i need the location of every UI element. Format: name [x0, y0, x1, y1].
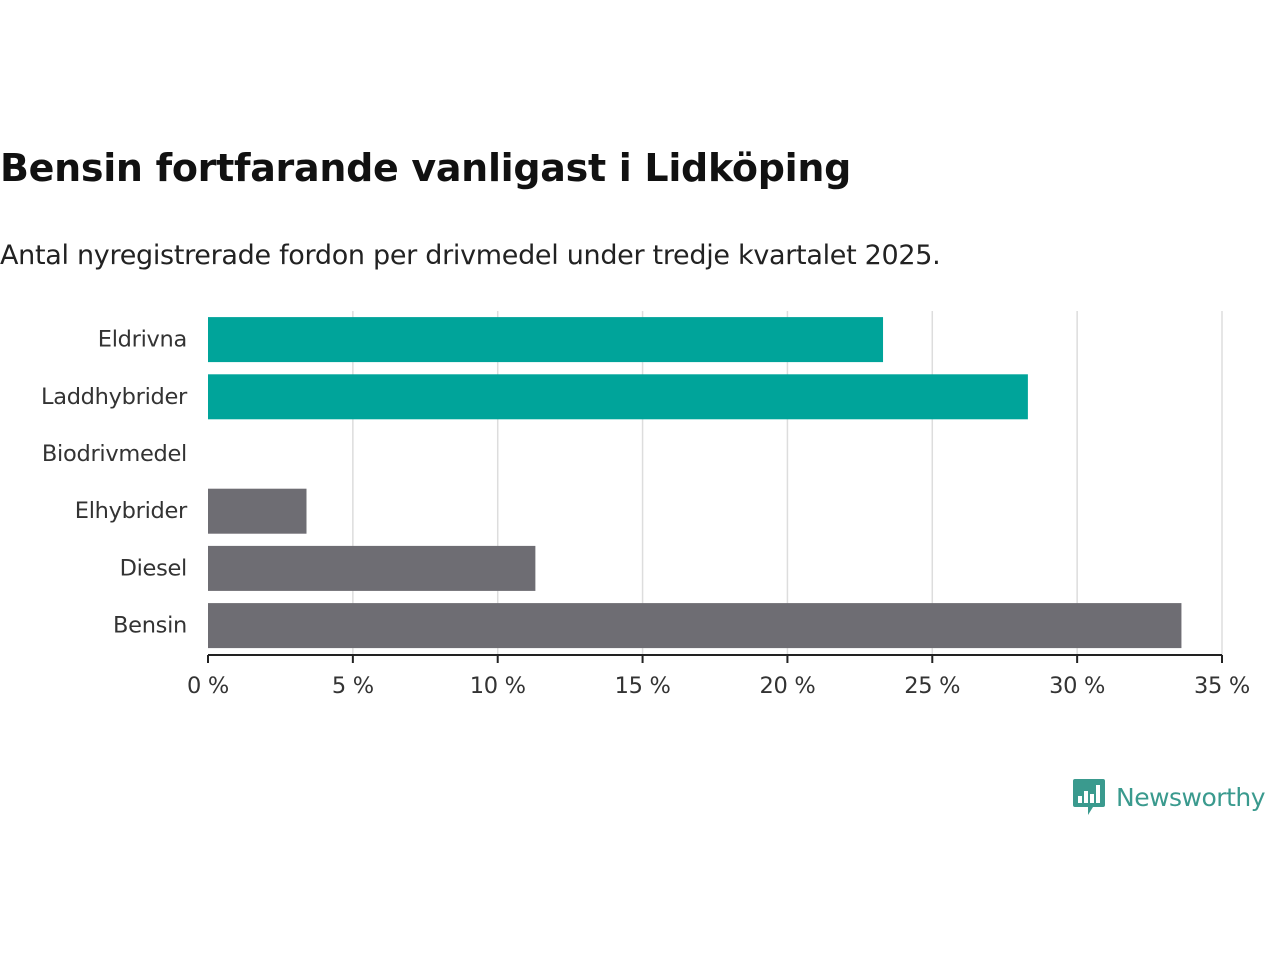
brand-name: Newsworthy [1116, 782, 1266, 812]
bar-bensin [208, 603, 1182, 649]
x-axis: 0 % 5 % 10 % 15 % 20 % 25 % 30 % 35 % [187, 654, 1250, 699]
newsworthy-logo: Newsworthy [1072, 776, 1266, 818]
x-tick-label-2: 10 % [470, 673, 526, 699]
category-label-elhybrider: Elhybrider [75, 498, 188, 524]
category-label-biodrivmedel: Biodrivmedel [42, 441, 187, 467]
x-tick-label-3: 15 % [615, 673, 671, 699]
bar-diesel [208, 545, 536, 591]
x-tick-label-4: 20 % [759, 673, 815, 699]
category-label-bensin: Bensin [113, 613, 187, 639]
category-label-laddhybrider: Laddhybrider [41, 384, 188, 410]
x-tick-label-6: 30 % [1049, 673, 1105, 699]
x-tick-label-1: 5 % [332, 673, 374, 699]
category-label-diesel: Diesel [120, 555, 187, 581]
category-label-eldrivna: Eldrivna [98, 327, 187, 353]
bar-eldrivna [208, 317, 884, 363]
bar-laddhybrider [208, 374, 1028, 420]
bar-elhybrider [208, 488, 307, 534]
x-tick-label-5: 25 % [904, 673, 960, 699]
gridlines [352, 311, 1223, 655]
chart-subtitle: Antal nyregistrerade fordon per drivmede… [0, 240, 941, 271]
chart-title: Bensin fortfarande vanligast i Lidköping [0, 146, 851, 190]
category-labels: Eldrivna Laddhybrider Biodrivmedel Elhybrid… [41, 327, 188, 639]
x-tick-label-0: 0 % [187, 673, 229, 699]
bars [208, 317, 1182, 649]
x-tick-label-7: 35 % [1194, 673, 1250, 699]
newsworthy-logo-icon [1073, 779, 1105, 815]
